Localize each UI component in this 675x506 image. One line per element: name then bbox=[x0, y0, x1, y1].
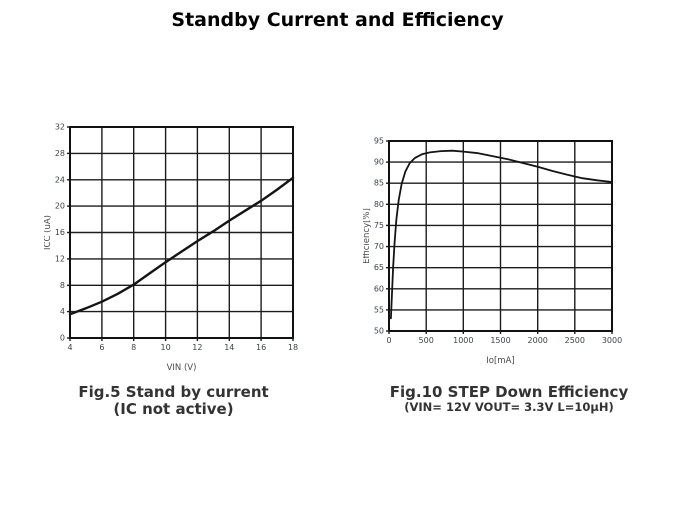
svg-text:1500: 1500 bbox=[490, 336, 510, 345]
standby-current-chart: 4 6 8 10 12 14 16 18 0 4 8 12 16 20 24 28 32 VIN (V) ICC (… bbox=[43, 119, 303, 376]
standby-current-figure: 4 6 8 10 12 14 16 18 0 4 8 12 16 20 24 28 32 VIN (V) ICC (… bbox=[43, 119, 303, 417]
svg-text:24: 24 bbox=[55, 175, 65, 184]
x-axis-label: VIN (V) bbox=[167, 363, 197, 372]
svg-text:0: 0 bbox=[386, 336, 391, 345]
tick-labels: 0 500 1000 1500 2000 2500 3000 50 55 60 65 70 75 80 85… bbox=[374, 137, 622, 346]
gridlines bbox=[69, 126, 294, 339]
svg-text:65: 65 bbox=[374, 263, 384, 272]
efficiency-chart: 0 500 1000 1500 2000 2500 3000 50 55 60 65 70 75 80 85… bbox=[362, 133, 622, 369]
svg-text:4: 4 bbox=[67, 343, 72, 352]
svg-text:55: 55 bbox=[374, 305, 384, 314]
svg-text:0: 0 bbox=[60, 334, 65, 343]
svg-text:500: 500 bbox=[419, 336, 434, 345]
chart-svg: 0 500 1000 1500 2000 2500 3000 50 55 60 65 70 75 80 85… bbox=[362, 137, 622, 367]
x-axis-label: Io[mA] bbox=[486, 356, 514, 365]
svg-text:3000: 3000 bbox=[602, 336, 622, 345]
svg-text:18: 18 bbox=[288, 343, 298, 352]
tick-marks bbox=[67, 126, 294, 341]
caption-line2: (VIN= 12V VOUT= 3.3V L=10µH) bbox=[404, 399, 614, 414]
svg-text:95: 95 bbox=[374, 137, 384, 146]
svg-text:28: 28 bbox=[55, 149, 65, 158]
svg-text:2500: 2500 bbox=[565, 336, 585, 345]
svg-text:16: 16 bbox=[55, 228, 65, 237]
svg-text:80: 80 bbox=[374, 200, 384, 209]
efficiency-caption: Fig.10 STEP Down Efficiency (VIN= 12V VO… bbox=[385, 383, 633, 414]
svg-text:70: 70 bbox=[374, 242, 384, 251]
tick-marks bbox=[386, 140, 613, 334]
y-axis-label: Efficiency[%] bbox=[363, 208, 372, 264]
svg-text:75: 75 bbox=[374, 221, 384, 230]
page-title: Standby Current and Efficiency bbox=[171, 9, 504, 31]
y-axis-label: ICC (uA) bbox=[44, 215, 53, 250]
svg-text:10: 10 bbox=[161, 343, 171, 352]
svg-text:60: 60 bbox=[374, 284, 384, 293]
svg-text:1000: 1000 bbox=[453, 336, 473, 345]
svg-text:14: 14 bbox=[224, 343, 234, 352]
gridlines bbox=[388, 140, 613, 332]
svg-text:12: 12 bbox=[55, 254, 65, 263]
caption-line1: Fig.5 Stand by current bbox=[78, 383, 269, 401]
svg-text:8: 8 bbox=[131, 343, 136, 352]
data-curve bbox=[68, 176, 295, 316]
svg-text:20: 20 bbox=[55, 202, 65, 211]
svg-text:16: 16 bbox=[256, 343, 266, 352]
data-curve bbox=[390, 149, 613, 320]
svg-text:2000: 2000 bbox=[528, 336, 548, 345]
svg-text:4: 4 bbox=[60, 307, 65, 316]
standby-current-caption: Fig.5 Stand by current (IC not active) bbox=[44, 384, 303, 417]
svg-text:90: 90 bbox=[374, 158, 384, 167]
caption-line1: Fig.10 STEP Down Efficiency bbox=[389, 383, 629, 401]
efficiency-figure: 0 500 1000 1500 2000 2500 3000 50 55 60 65 70 75 80 85… bbox=[362, 133, 628, 413]
svg-text:50: 50 bbox=[374, 327, 384, 336]
svg-text:6: 6 bbox=[99, 343, 104, 352]
svg-text:32: 32 bbox=[55, 123, 65, 132]
svg-text:12: 12 bbox=[192, 343, 202, 352]
svg-text:8: 8 bbox=[60, 281, 65, 290]
caption-line2: (IC not active) bbox=[113, 399, 234, 418]
svg-text:85: 85 bbox=[374, 179, 384, 188]
